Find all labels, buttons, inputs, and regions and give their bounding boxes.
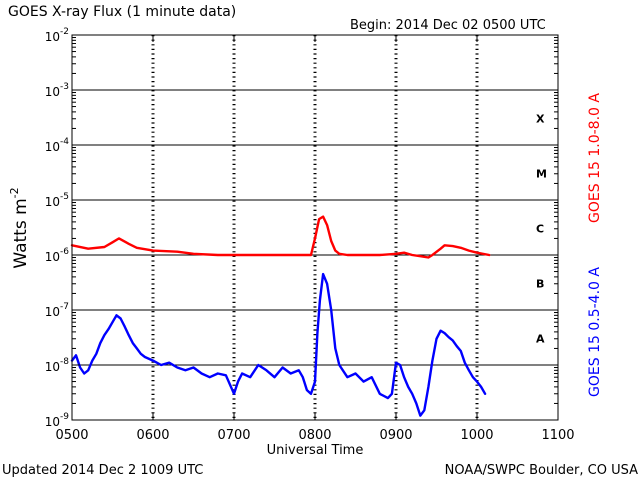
- credit-label: NOAA/SWPC Boulder, CO USA: [445, 463, 638, 478]
- updated-label: Updated 2014 Dec 2 1009 UTC: [2, 463, 203, 478]
- x-tick-label: 1100: [541, 428, 574, 443]
- x-tick-label: 0800: [298, 428, 331, 443]
- x-axis: 0500 0600 0700 0800 0900 1000 1100: [55, 35, 575, 443]
- y-axis-label: Watts m-2: [8, 187, 31, 268]
- svg-text:Watts m-2: Watts m-2: [8, 187, 31, 268]
- series-line-long: [70, 215, 491, 259]
- begin-label: Begin: 2014 Dec 02 0500 UTC: [350, 18, 546, 33]
- short-channel-label: GOES 15 0.5-4.0 A: [587, 267, 603, 397]
- series-line-short: [70, 272, 487, 417]
- series-layer: [70, 215, 491, 417]
- flare-class-c: C: [536, 223, 544, 236]
- legend-goes15-long: GOES 15 1.0-8.0 A: [587, 93, 603, 223]
- x-tick-label: 0500: [55, 428, 88, 443]
- x-tick-label: 0700: [217, 428, 250, 443]
- flare-class-a: A: [536, 333, 545, 346]
- y-tick-label: 10-2: [45, 27, 69, 44]
- legend-goes15-short: GOES 15 0.5-4.0 A: [587, 267, 603, 397]
- y-tick-label: 10-6: [45, 247, 70, 264]
- y-tick-label: 10-5: [45, 192, 69, 209]
- y-tick-label: 10-3: [45, 82, 69, 99]
- flare-class-labels: A B C M X: [536, 113, 547, 346]
- y-tick-label: 10-7: [45, 302, 69, 319]
- grid-layer: [72, 35, 558, 420]
- y-axis: 10-9 10-8 10-7 10-6 10-5 10-4 10-3 10-2: [45, 27, 558, 429]
- flare-class-b: B: [536, 278, 544, 291]
- flare-class-x: X: [536, 113, 545, 126]
- y-axis-label-exponent: -2: [8, 187, 21, 198]
- y-tick-label: 10-4: [45, 137, 70, 154]
- chart-title: GOES X-ray Flux (1 minute data): [8, 4, 236, 20]
- long-channel-label: GOES 15 1.0-8.0 A: [587, 93, 603, 223]
- x-tick-label: 1000: [460, 428, 493, 443]
- y-axis-label-main: Watts m: [11, 198, 31, 268]
- y-tick-label: 10-9: [45, 412, 70, 429]
- x-axis-label: Universal Time: [267, 443, 364, 458]
- x-tick-label: 0600: [136, 428, 169, 443]
- flare-class-m: M: [536, 168, 547, 181]
- x-tick-label: 0900: [379, 428, 412, 443]
- y-tick-label: 10-8: [45, 357, 70, 374]
